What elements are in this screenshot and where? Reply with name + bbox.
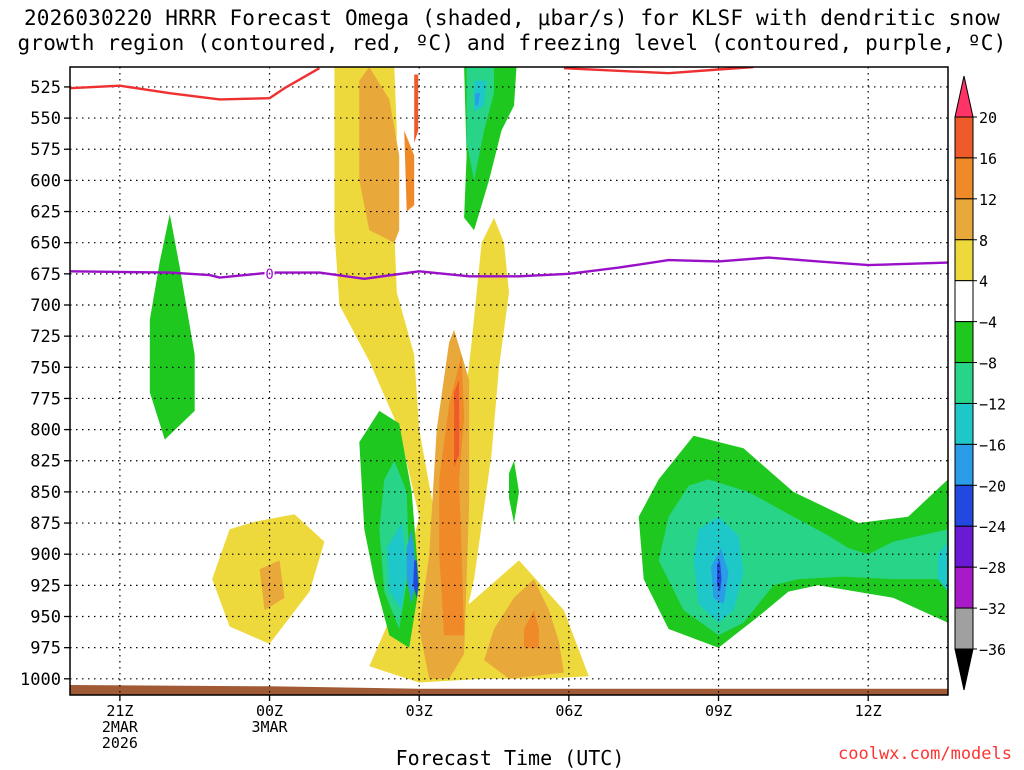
omega-region-14: [466, 67, 494, 181]
omega-region-21: [413, 560, 419, 598]
y-tick-label-975: 975: [30, 639, 61, 659]
contour-lines: 0: [70, 67, 948, 283]
x-tick-label-03Z-0: 03Z: [406, 702, 433, 720]
x-tick-label-00Z-0: 00Z: [256, 702, 283, 720]
x-tick-label-09Z-0: 09Z: [705, 702, 732, 720]
chart-title-line-1: 2026030220 HRRR Forecast Omega (shaded, …: [23, 6, 1001, 30]
y-tick-label-700: 700: [30, 296, 61, 316]
contour-line-0: [70, 256, 948, 280]
x-tick-label-06Z-0: 06Z: [555, 702, 582, 720]
contour-line-1: [70, 67, 320, 101]
y-tick-label-625: 625: [30, 203, 61, 223]
colorbar-label-4: 4: [979, 273, 988, 291]
y-tick-label-550: 550: [30, 109, 61, 129]
omega-region-12: [524, 610, 539, 648]
colorbar-label-13: −36: [979, 641, 1006, 659]
colorbar-label-5: −4: [979, 314, 997, 332]
colorbar-band-5: [954, 321, 974, 364]
colorbar-band-6: [954, 362, 974, 404]
colorbar-band-3: [954, 239, 974, 282]
colorbar-label-2: 12: [979, 191, 997, 209]
chart-title-line-2: growth region (contoured, red, ºC) and f…: [17, 31, 1007, 55]
colorbar-band-0: [954, 116, 974, 159]
contour-label-bg-0: [264, 266, 275, 281]
x-tick-label-21Z-2: 2026: [102, 734, 138, 752]
omega-region-16: [475, 93, 481, 106]
colorbar-label-9: −20: [979, 477, 1006, 495]
omega-region-6: [404, 130, 415, 212]
y-tick-label-775: 775: [30, 389, 61, 409]
colorbar-band-4: [954, 280, 974, 323]
omega-region-0: [149, 214, 195, 440]
y-tick-label-650: 650: [30, 234, 61, 254]
y-tick-label-950: 950: [30, 608, 61, 628]
y-axis: 525 550 575 600 625 650 675 700 725 750 775 800 825 8…: [20, 78, 70, 690]
colorbar-band-10: [954, 525, 974, 568]
y-tick-label-750: 750: [30, 358, 61, 378]
colorbar-label-0: 20: [979, 109, 997, 127]
y-tick-label-1000: 1000: [20, 670, 61, 690]
colorbar-label-11: −28: [979, 559, 1006, 577]
y-tick-label-800: 800: [30, 421, 61, 441]
colorbar-label-3: 8: [979, 232, 988, 250]
colorbar-band-12: [954, 607, 974, 650]
grid: [70, 67, 948, 695]
colorbar-label-7: −12: [979, 395, 1006, 413]
y-tick-label-900: 900: [30, 545, 61, 565]
omega-region-7: [414, 74, 419, 143]
colorbar-band-7: [954, 402, 974, 445]
chart-title: 2026030220 HRRR Forecast Omega (shaded, …: [0, 6, 1024, 56]
colorbar-band-2: [954, 198, 974, 241]
x-tick-label-21Z-0: 21Z: [106, 702, 133, 720]
colorbar-label-8: −16: [979, 436, 1006, 454]
colorbar-label-10: −24: [979, 518, 1006, 536]
credit-text: coolwx.com/models: [838, 744, 1012, 764]
omega-region-4: [456, 217, 509, 623]
y-tick-label-675: 675: [30, 265, 61, 285]
y-tick-label-925: 925: [30, 576, 61, 596]
colorbar-band-9: [954, 484, 974, 527]
y-tick-label-575: 575: [30, 140, 61, 160]
colorbar-band-8: [954, 443, 974, 486]
omega-region-11: [484, 579, 564, 679]
colorbar-band-11: [954, 566, 974, 609]
omega-region-2: [259, 560, 285, 611]
omega-region-10: [454, 379, 460, 467]
colorbar-top-arrow: [954, 75, 974, 118]
colorbar: 20 16 12 8 4 −4 −8 −12 −16 −20 −24 −28 −32 −36: [954, 75, 1006, 691]
x-tick-label-21Z-1: 2MAR: [102, 718, 139, 736]
omega-region-19: [386, 523, 407, 611]
x-tick-label-00Z-1: 3MAR: [251, 718, 288, 736]
x-tick-label-12Z-0: 12Z: [855, 702, 882, 720]
y-tick-label-525: 525: [30, 78, 61, 98]
y-tick-label-725: 725: [30, 327, 61, 347]
omega-region-5: [359, 67, 400, 243]
plot-frame: [69, 66, 949, 696]
colorbar-label-1: 16: [979, 150, 997, 168]
y-tick-label-875: 875: [30, 514, 61, 534]
colorbar-label-6: −8: [979, 355, 997, 373]
contour-line-2: [563, 67, 754, 75]
colorbar-label-12: −32: [979, 600, 1006, 618]
y-tick-label-600: 600: [30, 171, 61, 191]
colorbar-band-1: [954, 157, 974, 200]
colorbar-bottom-arrow: [954, 648, 974, 691]
x-axis-title: Forecast Time (UTC): [395, 746, 625, 770]
omega-shaded-regions: [70, 67, 948, 695]
y-tick-label-825: 825: [30, 452, 61, 472]
y-tick-label-850: 850: [30, 483, 61, 503]
omega-region-29: [70, 685, 948, 695]
contour-label-0: 0: [265, 267, 273, 283]
